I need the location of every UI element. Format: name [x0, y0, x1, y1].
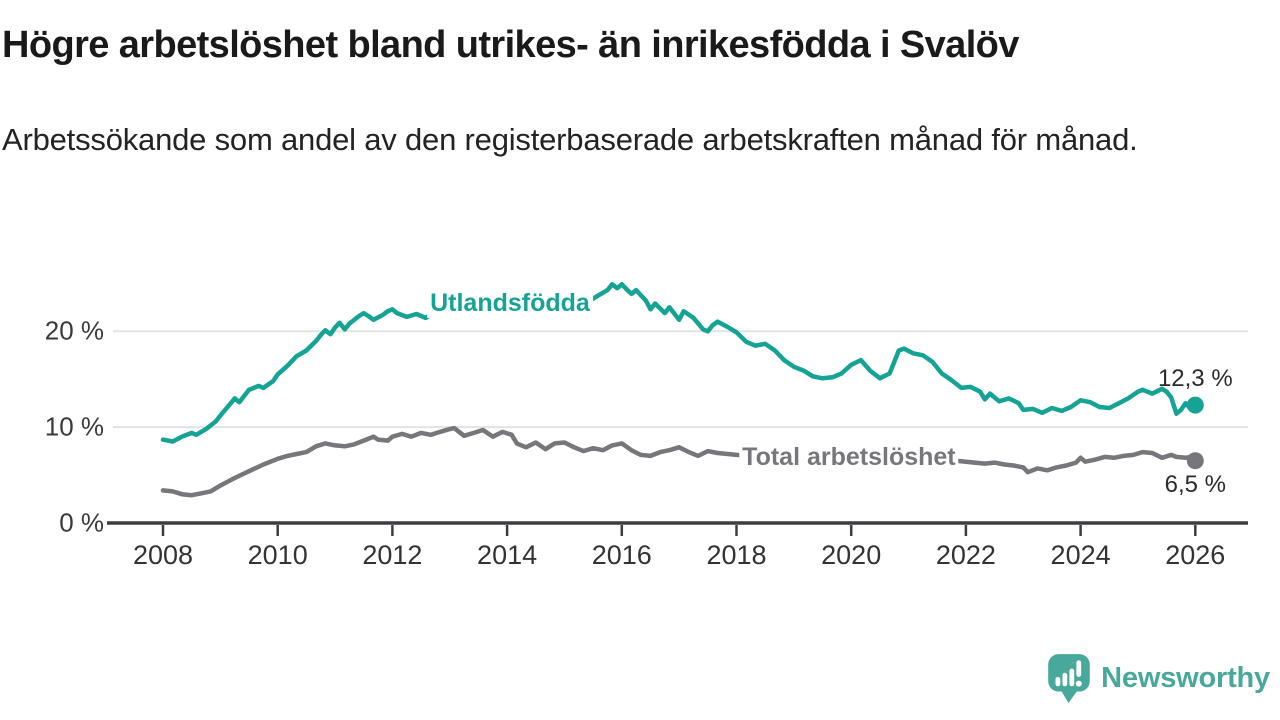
page-subtitle: Arbetssökande som andel av den registerb…: [2, 122, 1138, 157]
x-axis-label: 2014: [477, 540, 538, 570]
x-axis-label: 2010: [247, 540, 308, 570]
series-label-utlandsfodda: Utlandsfödda: [427, 288, 593, 319]
y-axis-label: 20 %: [44, 315, 104, 346]
x-axis-label: 2018: [706, 540, 767, 570]
newsworthy-icon: [1048, 654, 1090, 703]
x-axis-label: 2022: [935, 540, 996, 570]
series-end-dot-0: [1186, 396, 1204, 414]
x-axis-label: 2008: [132, 540, 194, 570]
series-label-total-arbetsloshet: Total arbetslöshet: [739, 441, 959, 472]
page-title: Högre arbetslöshet bland utrikes- än inr…: [2, 24, 1019, 66]
x-axis-label: 2016: [591, 540, 652, 570]
x-axis-label: 2024: [1050, 540, 1111, 570]
newsworthy-wordmark: Newsworthy: [1101, 661, 1270, 694]
series-line-1: [160, 425, 1198, 498]
y-axis-label: 10 %: [44, 411, 104, 442]
newsworthy-logo: Newsworthy: [1046, 652, 1270, 704]
x-axis-label: 2020: [821, 540, 882, 570]
end-value-label-utlandsfodda: 12,3 %: [1157, 365, 1233, 393]
y-axis-label: 0 %: [59, 507, 104, 538]
series-end-dot-1: [1186, 452, 1204, 470]
series-line-0: [160, 282, 1198, 444]
x-axis-label: 2012: [362, 540, 423, 570]
end-value-label-total-arbetsloshet: 6,5 %: [1164, 470, 1226, 498]
x-axis-label: 2026: [1165, 540, 1226, 570]
